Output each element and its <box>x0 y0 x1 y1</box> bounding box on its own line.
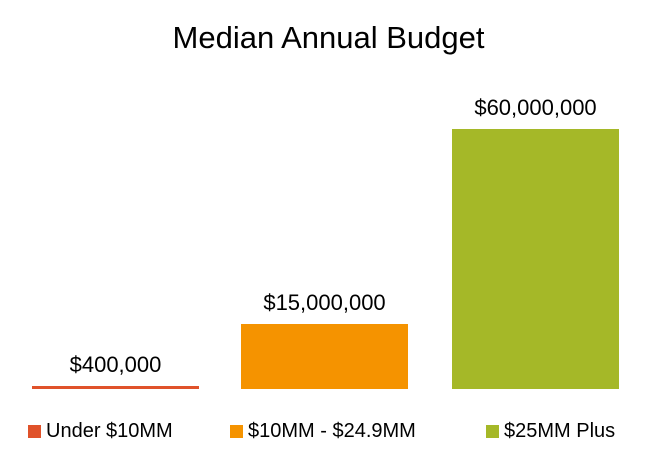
legend-swatch <box>230 425 243 438</box>
bar-1 <box>241 324 408 389</box>
data-label-0: $400,000 <box>70 352 162 377</box>
chart-title: Median Annual Budget <box>172 20 485 55</box>
legend-item-10mm-24-9mm: $10MM - $24.9MM <box>230 420 416 443</box>
legend-label: Under $10MM <box>46 420 173 442</box>
legend-label: $10MM - $24.9MM <box>248 420 416 442</box>
legend-swatch <box>486 425 499 438</box>
legend-item-25mm-plus: $25MM Plus <box>486 420 615 443</box>
data-label-2: $60,000,000 <box>474 95 596 120</box>
bar-2 <box>452 129 619 389</box>
legend-swatch <box>28 425 41 438</box>
bar-0 <box>32 386 199 389</box>
legend-label: $25MM Plus <box>504 420 616 442</box>
data-label-1: $15,000,000 <box>263 290 385 315</box>
legend-item-under-10mm: Under $10MM <box>28 420 173 443</box>
